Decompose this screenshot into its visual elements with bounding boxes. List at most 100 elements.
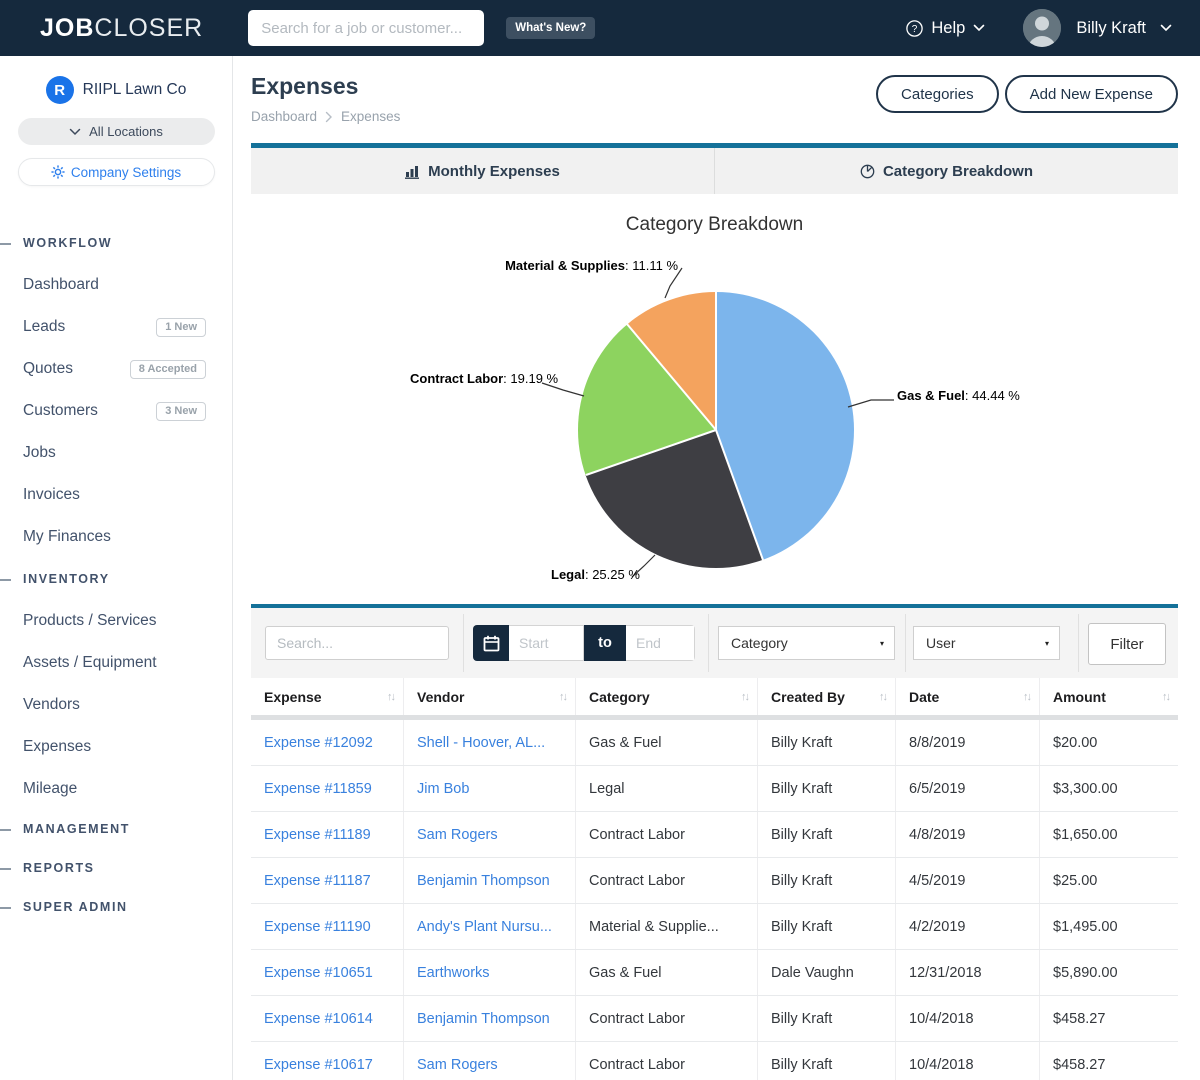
- locations-label: All Locations: [89, 124, 163, 139]
- sort-icon[interactable]: ↑↓: [879, 690, 888, 703]
- calendar-button[interactable]: [473, 625, 509, 661]
- expense-link[interactable]: Expense #12092: [264, 734, 373, 751]
- pie-label-gas-fuel: Gas & Fuel: 44.44 %: [897, 388, 1020, 403]
- sort-icon[interactable]: ↑↓: [387, 690, 396, 703]
- sidebar-section-title[interactable]: INVENTORY: [0, 558, 232, 600]
- category-select-value: Category: [731, 635, 788, 651]
- sidebar-section-title[interactable]: REPORTS: [0, 849, 232, 888]
- expense-link[interactable]: Expense #10651: [264, 964, 373, 981]
- cell-text: 10/4/2018: [909, 1056, 974, 1073]
- vendor-link[interactable]: Sam Rogers: [417, 1056, 498, 1073]
- sort-icon[interactable]: ↑↓: [1023, 690, 1032, 703]
- cell-text: Billy Kraft: [771, 1010, 833, 1027]
- sidebar-item-quotes[interactable]: Quotes 8 Accepted: [0, 348, 232, 390]
- user-select-value: User: [926, 635, 956, 651]
- sidebar-section-title[interactable]: SUPER ADMIN: [0, 888, 232, 927]
- sidebar-item-assets-equipment[interactable]: Assets / Equipment: [0, 642, 232, 684]
- sort-icon[interactable]: ↑↓: [741, 690, 750, 703]
- pie-chart: [578, 292, 854, 568]
- expense-link[interactable]: Expense #11190: [264, 918, 371, 935]
- expense-link[interactable]: Expense #11189: [264, 826, 371, 843]
- locations-dropdown[interactable]: All Locations: [17, 118, 215, 145]
- sidebar-item-label: Mileage: [23, 780, 78, 797]
- table-row: Expense #11187 Benjamin Thompson Contract …: [251, 858, 1178, 904]
- sidebar-item-my-finances[interactable]: My Finances: [0, 516, 232, 558]
- sidebar-item-products-services[interactable]: Products / Services: [0, 600, 232, 642]
- tab-label: Monthly Expenses: [428, 162, 560, 180]
- logo-light-text: CLOSER: [94, 13, 204, 42]
- date-start-input[interactable]: [509, 625, 584, 661]
- sidebar-item-vendors[interactable]: Vendors: [0, 684, 232, 726]
- sidebar-item-invoices[interactable]: Invoices: [0, 474, 232, 516]
- global-search-input[interactable]: [248, 10, 485, 46]
- divider: [1078, 614, 1079, 672]
- sidebar-item-leads[interactable]: Leads 1 New: [0, 306, 232, 348]
- app-logo[interactable]: JOBCLOSER: [40, 14, 203, 43]
- company-settings-button[interactable]: Company Settings: [17, 158, 215, 186]
- column-header-date[interactable]: Date ↑↓: [895, 678, 1039, 715]
- sidebar-item-mileage[interactable]: Mileage: [0, 768, 232, 810]
- column-header-created-by[interactable]: Created By ↑↓: [757, 678, 895, 715]
- tab-label: Category Breakdown: [882, 162, 1034, 180]
- sidebar-item-label: Quotes: [23, 360, 73, 377]
- sidebar-section-title[interactable]: WORKFLOW: [0, 222, 232, 264]
- table-row: Expense #11190 Andy's Plant Nursu... Mater…: [251, 904, 1178, 950]
- avatar[interactable]: [1023, 9, 1062, 47]
- vendor-link[interactable]: Jim Bob: [417, 780, 470, 797]
- cell-text: Billy Kraft: [771, 734, 833, 751]
- cell-text: Dale Vaughn: [771, 964, 854, 981]
- sidebar-item-customers[interactable]: Customers 3 New: [0, 390, 232, 432]
- column-header-expense[interactable]: Expense ↑↓: [251, 678, 403, 715]
- breadcrumb-dashboard[interactable]: Dashboard: [251, 109, 318, 124]
- expense-link[interactable]: Expense #11859: [264, 780, 372, 797]
- filter-button[interactable]: Filter: [1088, 623, 1166, 665]
- sidebar-item-label: My Finances: [23, 528, 111, 545]
- sort-icon[interactable]: ↑↓: [559, 690, 568, 703]
- column-header-amount[interactable]: Amount ↑↓: [1039, 678, 1178, 715]
- cell-text: Legal: [589, 780, 625, 797]
- chart-title: Category Breakdown: [625, 214, 804, 235]
- whats-new-button[interactable]: What's New?: [506, 17, 596, 39]
- categories-button[interactable]: Categories: [876, 75, 999, 113]
- vendor-link[interactable]: Benjamin Thompson: [417, 1010, 550, 1027]
- category-select[interactable]: Category ▾: [718, 626, 895, 660]
- vendor-link[interactable]: Sam Rogers: [417, 826, 498, 843]
- date-end-input[interactable]: [626, 625, 695, 661]
- filter-bar: to Category ▾ User ▾ Filter: [251, 604, 1178, 678]
- expenses-table: Expense ↑↓ Vendor ↑↓ Category ↑↓ Created By…: [251, 678, 1178, 1080]
- top-navbar: JOBCLOSER What's New? ? Help Billy Kraft: [0, 0, 1200, 56]
- column-header-category[interactable]: Category ↑↓: [575, 678, 757, 715]
- user-select[interactable]: User ▾: [913, 626, 1060, 660]
- vendor-link[interactable]: Benjamin Thompson: [417, 872, 550, 889]
- page-title: Expenses: [251, 73, 359, 99]
- add-new-expense-button[interactable]: Add New Expense: [1004, 75, 1178, 113]
- user-menu-name[interactable]: Billy Kraft: [1076, 18, 1146, 37]
- tab-monthly-expenses[interactable]: Monthly Expenses: [251, 148, 714, 194]
- help-menu[interactable]: ? Help: [906, 19, 985, 38]
- expense-link[interactable]: Expense #10617: [264, 1056, 373, 1073]
- sidebar-item-expenses[interactable]: Expenses: [0, 726, 232, 768]
- sidebar-item-jobs[interactable]: Jobs: [0, 432, 232, 474]
- chevron-down-icon: [974, 24, 985, 32]
- expense-link[interactable]: Expense #11187: [264, 872, 371, 889]
- cell-text: Billy Kraft: [771, 872, 833, 889]
- sidebar: R RIIPL Lawn Co All Locations Company Se…: [0, 56, 233, 1080]
- sidebar-item-label: Invoices: [23, 486, 80, 503]
- sidebar-item-dashboard[interactable]: Dashboard: [0, 264, 232, 306]
- bar-chart-icon: [405, 165, 420, 179]
- cell-text: Billy Kraft: [771, 826, 833, 843]
- vendor-link[interactable]: Shell - Hoover, AL...: [417, 734, 546, 751]
- chevron-down-icon[interactable]: [1160, 24, 1172, 32]
- expense-link[interactable]: Expense #10614: [264, 1010, 373, 1027]
- slice-value: : 44.44 %: [964, 388, 1020, 403]
- sort-icon[interactable]: ↑↓: [1162, 690, 1171, 703]
- cell-text: $5,890.00: [1053, 964, 1118, 981]
- gear-icon: [51, 165, 65, 179]
- sidebar-section-title[interactable]: MANAGEMENT: [0, 810, 232, 849]
- tab-category-breakdown[interactable]: Category Breakdown: [714, 148, 1178, 194]
- table-search-input[interactable]: [265, 626, 449, 660]
- vendor-link[interactable]: Andy's Plant Nursu...: [417, 918, 552, 935]
- navbar-right-group: ? Help Billy Kraft: [906, 9, 1172, 47]
- column-header-vendor[interactable]: Vendor ↑↓: [403, 678, 575, 715]
- vendor-link[interactable]: Earthworks: [417, 964, 490, 981]
